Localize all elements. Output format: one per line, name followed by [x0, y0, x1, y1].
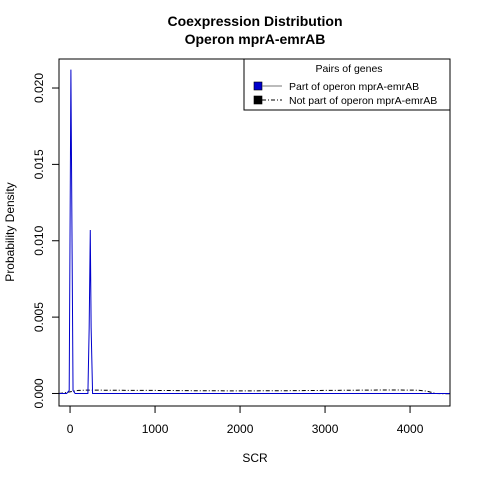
plot-area — [59, 69, 450, 395]
legend-swatch — [253, 95, 263, 105]
series-line-part-of-operon — [59, 69, 450, 394]
legend-title: Pairs of genes — [315, 63, 382, 75]
legend-entry-label: Not part of operon mprA-emrAB — [289, 95, 437, 107]
y-tick-label: 0.020 — [32, 73, 46, 103]
legend: Pairs of genes Part of operon mprA-emrAB N… — [243, 58, 451, 111]
x-tick-label: 3000 — [312, 422, 339, 436]
y-tick-label: 0.005 — [32, 302, 46, 332]
x-tick-label: 4000 — [397, 422, 424, 436]
x-tick-label: 0 — [67, 422, 74, 436]
plot-frame — [58, 58, 451, 407]
y-tick-label: 0.000 — [32, 378, 46, 408]
y-axis-label: Probability Density — [3, 182, 17, 281]
series-line-not-part-of-operon — [59, 389, 450, 395]
chart-title: Coexpression Distribution — [167, 13, 342, 29]
legend-entry-label: Part of operon mprA-emrAB — [289, 81, 419, 93]
x-tick-label: 2000 — [227, 422, 254, 436]
y-tick-label: 0.010 — [32, 225, 46, 255]
y-axis: 0.000 0.005 0.010 0.015 0.020 — [32, 73, 59, 408]
x-axis-label: SCR — [242, 451, 268, 465]
legend-swatch — [253, 81, 263, 91]
legend-box — [243, 58, 451, 111]
x-tick-label: 1000 — [142, 422, 169, 436]
y-tick-label: 0.015 — [32, 149, 46, 179]
x-axis: 0 1000 2000 3000 4000 — [67, 406, 424, 436]
chart-subtitle: Operon mprA-emrAB — [185, 31, 326, 47]
